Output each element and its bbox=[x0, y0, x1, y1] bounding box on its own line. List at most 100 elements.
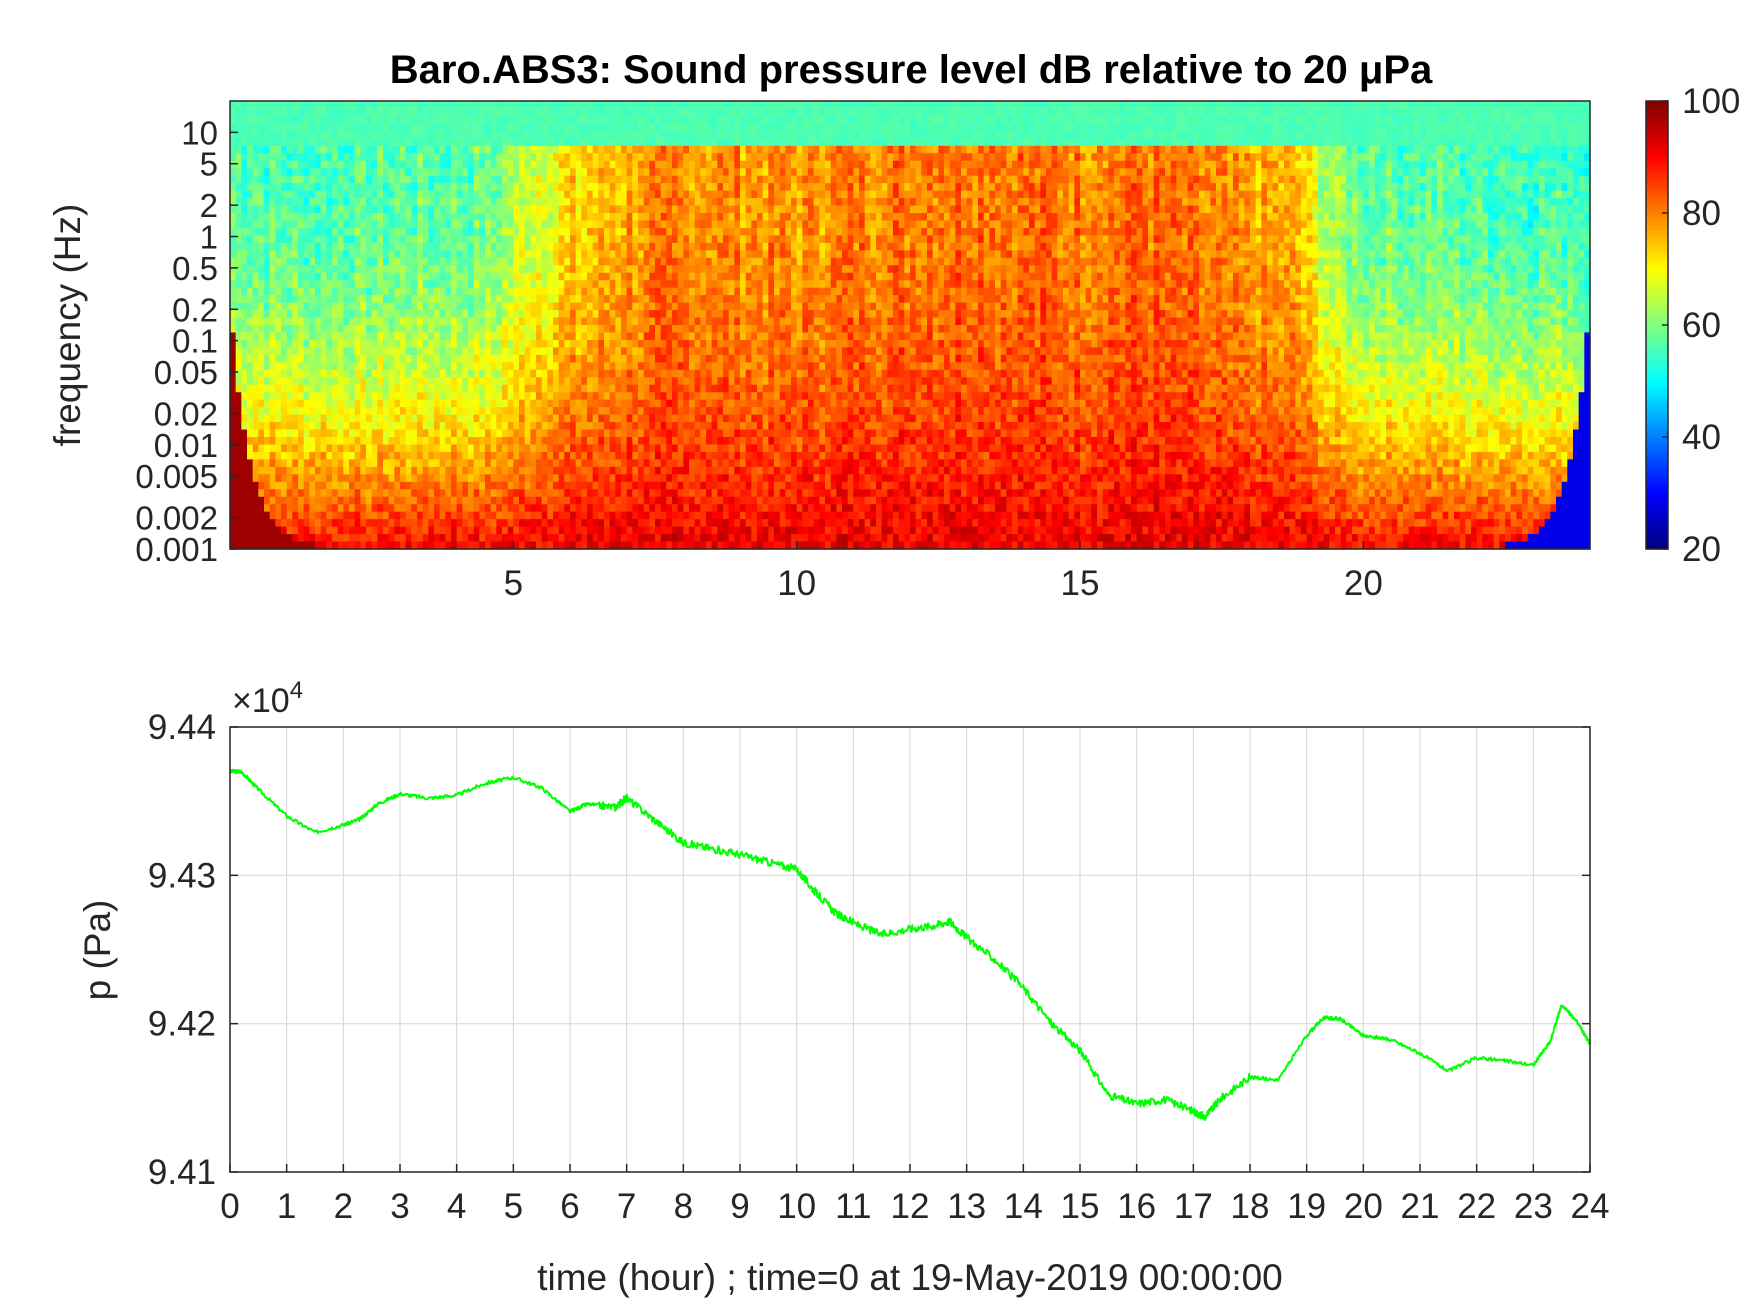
spectrogram-cell bbox=[292, 287, 299, 296]
spectrogram-cell bbox=[666, 429, 673, 438]
spectrogram-cell bbox=[439, 265, 446, 274]
spectrogram-cell bbox=[428, 511, 435, 520]
spectrogram-cell bbox=[451, 227, 458, 236]
spectrogram-cell bbox=[502, 145, 509, 154]
spectrogram-cell bbox=[400, 392, 407, 401]
spectrogram-cell bbox=[592, 459, 599, 468]
spectrogram-cell bbox=[366, 437, 373, 446]
spectrogram-cell bbox=[303, 310, 310, 319]
spectrogram-cell bbox=[615, 295, 622, 304]
spectrogram-cell bbox=[241, 339, 248, 348]
spectrogram-cell bbox=[507, 377, 514, 386]
spectrogram-cell bbox=[269, 354, 276, 363]
spectrogram-cell bbox=[286, 534, 293, 543]
spectrogram-cell bbox=[320, 354, 327, 363]
spectrogram-cell bbox=[281, 145, 288, 154]
spectrogram-cell bbox=[530, 437, 537, 446]
spectrogram-cell bbox=[530, 332, 537, 341]
spectrogram-cell bbox=[479, 205, 486, 214]
spectrogram-cell bbox=[315, 474, 322, 483]
spectrogram-cell bbox=[422, 369, 429, 378]
spectrogram-cell bbox=[581, 362, 588, 371]
spectrogram-cell bbox=[286, 265, 293, 274]
spectrogram-cell bbox=[615, 250, 622, 259]
spectrogram-cell bbox=[598, 287, 605, 296]
spectrogram-cell bbox=[513, 369, 520, 378]
spectrogram-cell bbox=[258, 295, 265, 304]
spectrogram-cell bbox=[524, 414, 531, 423]
spectrogram-cell bbox=[377, 280, 384, 289]
spectrogram-cell bbox=[360, 280, 367, 289]
spectrogram-cell bbox=[366, 496, 373, 505]
spectrogram-cell bbox=[558, 325, 565, 334]
spectrogram-cell bbox=[411, 295, 418, 304]
spectrogram-cell bbox=[468, 332, 475, 341]
spectrogram-cell bbox=[371, 145, 378, 154]
spectrogram-cell bbox=[298, 369, 305, 378]
spectrogram-cell bbox=[377, 496, 384, 505]
spectrogram-cell bbox=[388, 504, 395, 513]
spectrogram-cell bbox=[252, 332, 259, 341]
spectrogram-cell bbox=[320, 145, 327, 154]
spectrogram-cell bbox=[502, 377, 509, 386]
spectrogram-cell bbox=[604, 526, 611, 535]
spectrogram-cell bbox=[298, 526, 305, 535]
spectrogram-cell bbox=[422, 474, 429, 483]
spectrogram-cell bbox=[411, 287, 418, 296]
spectrogram-cell bbox=[621, 287, 628, 296]
spectrogram-cell bbox=[479, 429, 486, 438]
spectrogram-cell bbox=[507, 123, 514, 132]
spectrogram-cell bbox=[564, 444, 571, 453]
spectrogram-cell bbox=[530, 474, 537, 483]
spectrogram-cell bbox=[383, 317, 390, 326]
spectrogram-cell bbox=[677, 280, 684, 289]
spectrogram-cell bbox=[502, 534, 509, 543]
spectrogram-cell bbox=[371, 481, 378, 490]
spectrogram-cell bbox=[309, 130, 316, 139]
spectrogram-cell bbox=[638, 190, 645, 199]
spectrogram-cell bbox=[366, 399, 373, 408]
spectrogram-cell bbox=[604, 220, 611, 229]
spectrogram-cell bbox=[298, 227, 305, 236]
spectrogram-cell bbox=[598, 183, 605, 192]
spectrogram-cell bbox=[258, 108, 265, 117]
spectrogram-cell bbox=[683, 317, 690, 326]
spectrogram-cell bbox=[366, 250, 373, 259]
spectrogram-cell bbox=[275, 451, 282, 460]
spectrogram-cell bbox=[286, 287, 293, 296]
spectrogram-cell bbox=[235, 407, 242, 416]
spectrogram-cell bbox=[434, 168, 441, 177]
spectrogram-cell bbox=[241, 145, 248, 154]
spectrogram-cell bbox=[292, 153, 299, 162]
spectrogram-cell bbox=[264, 213, 271, 222]
spectrogram-cell bbox=[609, 339, 616, 348]
spectrogram-cell bbox=[462, 399, 469, 408]
spectrogram-cell bbox=[541, 347, 548, 356]
spectrogram-cell bbox=[689, 257, 696, 266]
spectrogram-cell bbox=[632, 466, 639, 475]
spectrogram-cell bbox=[496, 115, 503, 124]
spectrogram-cell bbox=[354, 257, 361, 266]
spectrogram-cell bbox=[513, 392, 520, 401]
spectrogram-cell bbox=[400, 325, 407, 334]
spectrogram-cell bbox=[394, 265, 401, 274]
spectrogram-cell bbox=[530, 362, 537, 371]
spectrogram-cell bbox=[235, 265, 242, 274]
spectrogram-cell bbox=[258, 302, 265, 311]
spectrogram-cell bbox=[303, 422, 310, 431]
spectrogram-cell bbox=[536, 101, 543, 110]
spectrogram-cell bbox=[502, 302, 509, 311]
spectrogram-cell bbox=[677, 407, 684, 416]
spectrogram-cell bbox=[700, 175, 707, 184]
spectrogram-cell bbox=[388, 280, 395, 289]
spectrogram-cell bbox=[360, 489, 367, 498]
spectrogram-cell bbox=[643, 213, 650, 222]
spectrogram-cell bbox=[598, 422, 605, 431]
spectrogram-cell bbox=[694, 175, 701, 184]
spectrogram-cell bbox=[485, 213, 492, 222]
spectrogram-cell bbox=[337, 108, 344, 117]
spectrogram-cell bbox=[490, 250, 497, 259]
spectrogram-cell bbox=[428, 130, 435, 139]
spectrogram-cell bbox=[660, 101, 667, 110]
spectrogram-cell bbox=[326, 145, 333, 154]
